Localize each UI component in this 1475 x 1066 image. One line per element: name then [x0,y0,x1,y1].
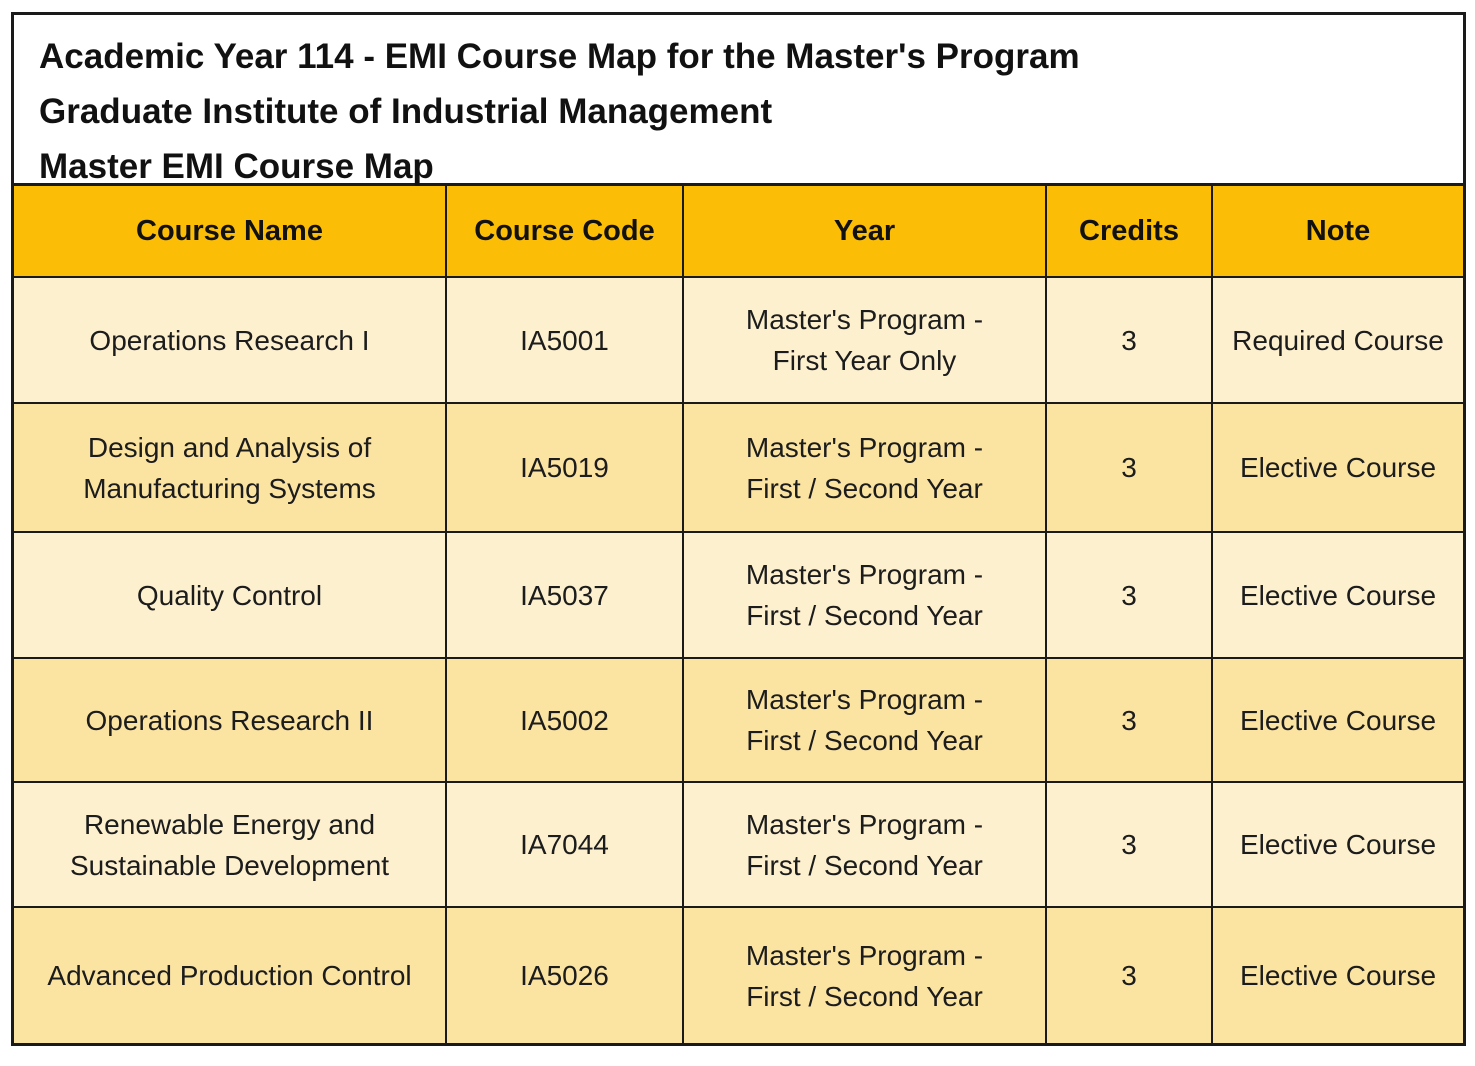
course-code: IA7044 [520,829,609,860]
header-course-name: Course Name [14,186,447,278]
table-row: Advanced Production Control IA5026 Maste… [14,906,1463,1043]
title-block: Academic Year 114 - EMI Course Map for t… [14,15,1463,186]
course-code-cell: IA5019 [445,402,684,533]
table-row: Design and Analysis of Manufacturing Sys… [14,402,1463,533]
document-title: Academic Year 114 - EMI Course Map for t… [39,37,1080,76]
table-row: Renewable Energy and Sustainable Develop… [14,781,1463,908]
course-code: IA5002 [520,704,609,736]
year-cell: Master's Program - First Year Only [682,276,1047,404]
credits: 3 [1121,579,1137,611]
course-name: Operations Research I [89,324,370,356]
note: Elective Course [1239,579,1437,611]
course-code: IA5037 [520,579,609,611]
year: Master's Program - First / Second Year [745,431,984,504]
note-cell: Elective Course [1211,402,1463,533]
course-name-cell: Operations Research II [14,657,447,783]
course-name-cell: Quality Control [14,531,447,659]
course-code-cell: IA5037 [445,531,684,659]
table-row: Operations Research I IA5001 Master's Pr… [14,276,1463,404]
year-cell: Master's Program - First / Second Year [682,531,1047,659]
year: Master's Program - First / Second Year [745,684,984,756]
year-cell: Master's Program - First / Second Year [682,657,1047,783]
note-cell: Elective Course [1211,657,1463,783]
header-year: Year [682,186,1047,278]
table-row: Quality Control IA5037 Master's Program … [14,531,1463,659]
course-name: Design and Analysis of Manufacturing Sys… [83,431,376,504]
course-name-cell: Advanced Production Control [14,906,447,1043]
credits: 3 [1121,704,1137,736]
year: Master's Program - First / Second Year [745,939,984,1012]
year: Master's Program - First / Second Year [745,559,984,631]
year-cell: Master's Program - First / Second Year [682,906,1047,1043]
note: Elective Course [1239,960,1437,991]
course-code: IA5001 [520,324,609,356]
course-name: Renewable Energy and Sustainable Develop… [69,808,390,881]
course-code-cell: IA5001 [445,276,684,404]
map-subtitle: Master EMI Course Map [39,147,434,186]
course-code-cell: IA5002 [445,657,684,783]
credits: 3 [1121,452,1137,483]
course-name: Quality Control [136,579,323,611]
year-cell: Master's Program - First / Second Year [682,402,1047,533]
course-name-cell: Operations Research I [14,276,447,404]
credits-cell: 3 [1045,531,1213,659]
credits-cell: 3 [1045,781,1213,908]
course-code-cell: IA5026 [445,906,684,1043]
header-course-code: Course Code [445,186,684,278]
course-map-document: Academic Year 114 - EMI Course Map for t… [11,12,1466,1046]
header-note: Note [1211,186,1463,278]
note: Elective Course [1239,452,1437,483]
note-cell: Elective Course [1211,781,1463,908]
table-row: Operations Research II IA5002 Master's P… [14,657,1463,783]
note: Elective Course [1239,829,1437,860]
course-name: Advanced Production Control [47,960,412,991]
note: Elective Course [1239,704,1437,736]
course-code-cell: IA7044 [445,781,684,908]
course-name: Operations Research II [85,704,374,736]
note-cell: Elective Course [1211,531,1463,659]
year: Master's Program - First / Second Year [745,808,984,881]
credits: 3 [1121,960,1137,991]
credits-cell: 3 [1045,906,1213,1043]
year: Master's Program - First Year Only [745,304,984,376]
note-cell: Required Course [1211,276,1463,404]
note-cell: Elective Course [1211,906,1463,1043]
credits-cell: 3 [1045,276,1213,404]
year-cell: Master's Program - First / Second Year [682,781,1047,908]
header-credits: Credits [1045,186,1213,278]
table-header-row: Course Name Course Code Year Credits Not… [14,186,1463,278]
credits: 3 [1121,829,1137,860]
course-name-cell: Design and Analysis of Manufacturing Sys… [14,402,447,533]
credits: 3 [1121,324,1137,356]
credits-cell: 3 [1045,402,1213,533]
course-code: IA5026 [520,960,609,991]
institute-name: Graduate Institute of Industrial Managem… [39,92,773,131]
note: Required Course [1232,324,1444,356]
course-table: Course Name Course Code Year Credits Not… [14,186,1463,1043]
course-name-cell: Renewable Energy and Sustainable Develop… [14,781,447,908]
credits-cell: 3 [1045,657,1213,783]
course-code: IA5019 [520,452,609,483]
